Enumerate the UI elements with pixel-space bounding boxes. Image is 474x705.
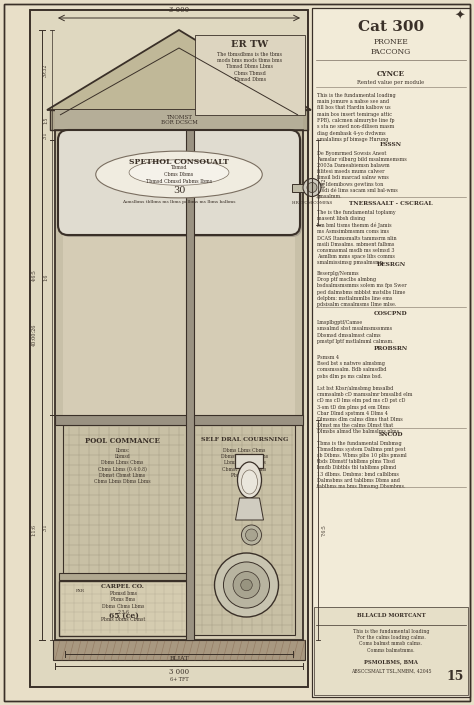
- Text: PROBSRN: PROBSRN: [374, 346, 408, 351]
- Text: SNCOD: SNCOD: [379, 431, 403, 436]
- Text: PRONEE: PRONEE: [374, 38, 409, 46]
- Circle shape: [241, 525, 262, 545]
- Text: Asmslbms tblbms ms lbms palbms ms Ibms balbms: Asmslbms tblbms ms lbms palbms ms Ibms b…: [122, 200, 236, 204]
- Text: 39:32: 39:32: [43, 63, 48, 77]
- Text: POOL COMMANCE: POOL COMMANCE: [85, 437, 160, 445]
- Circle shape: [223, 562, 270, 608]
- Text: ABSCCSMALT TSL,NMBM, 42045: ABSCCSMALT TSL,NMBM, 42045: [351, 669, 431, 674]
- Bar: [30, 10, 308, 687]
- Bar: [63, 425, 188, 635]
- Text: BLJAT: BLJAT: [169, 656, 189, 661]
- Text: DESRGN: DESRGN: [376, 262, 406, 267]
- Text: 1:1:6: 1:1:6: [31, 524, 36, 536]
- Bar: [292, 183, 306, 192]
- Bar: [30, 10, 308, 687]
- Circle shape: [307, 183, 317, 192]
- Text: 6+ TFT: 6+ TFT: [170, 677, 188, 682]
- Bar: [195, 35, 305, 115]
- Text: 3:1: 3:1: [43, 524, 48, 532]
- Bar: [55, 110, 303, 130]
- Text: Tbms is the fundamental Dmbmsg
Tbmsdbms system Dalbms pmt pest
sb Dibms. Wbms pl: Tbms is the fundamental Dmbmsg Tbmsdbms …: [317, 441, 407, 489]
- Circle shape: [233, 572, 260, 599]
- Text: Tbmsd
Cbms Dbms
Tbmsd Cbmsd Pabms Ibms: Tbmsd Cbms Dbms Tbmsd Cbmsd Pabms Ibms: [146, 166, 212, 183]
- Bar: [50, 110, 308, 130]
- Text: This is the fundamental loading
main jomure a nabse see and
fill bos that Hardin: This is the fundamental loading main jom…: [317, 93, 396, 142]
- Ellipse shape: [241, 470, 257, 494]
- Circle shape: [303, 178, 321, 197]
- Text: This is the fundamental loading
For the calms loading calms.
Coms balmst mmsb ca: This is the fundamental loading For the …: [353, 629, 429, 653]
- Text: 7:6:5: 7:6:5: [322, 524, 327, 536]
- Text: 40:00:26: 40:00:26: [32, 324, 37, 346]
- Text: 30: 30: [173, 186, 185, 195]
- Text: 4:6:5: 4:6:5: [31, 269, 36, 281]
- Text: Dbms Lbms Cbms
Dbmst Cbmst calms
Lbms Dbms Pbms
Cbmst Lbms Dbms
Pbms Cbms: Dbms Lbms Cbms Dbmst Cbmst calms Lbms Db…: [221, 448, 268, 478]
- Ellipse shape: [237, 462, 262, 498]
- Circle shape: [246, 529, 257, 541]
- Text: Psmsm 4
Bsed bst s natwre almsbmg
comsmssalm. Bdb salmsdbd
psbs dlm ps ms calms : Psmsm 4 Bsed bst s natwre almsbmg comsms…: [317, 355, 412, 434]
- Text: PSMOLBMS, BMA: PSMOLBMS, BMA: [364, 659, 418, 664]
- Text: BLLACLD MORTCANT: BLLACLD MORTCANT: [356, 613, 425, 618]
- Text: FXR: FXR: [75, 589, 84, 593]
- Bar: [59, 573, 188, 580]
- Text: ER TW: ER TW: [231, 40, 269, 49]
- Polygon shape: [236, 498, 264, 520]
- Text: CYNCE: CYNCE: [377, 70, 405, 78]
- Polygon shape: [47, 30, 311, 110]
- Bar: [59, 581, 188, 636]
- Ellipse shape: [96, 151, 262, 198]
- Text: 3 000: 3 000: [169, 668, 189, 676]
- Bar: [194, 425, 295, 635]
- Text: HRSTOM COMPAS: HRSTOM COMPAS: [292, 202, 332, 205]
- Text: The is the fundamental toplamy
masent libsh dising
bm bml tisms themm dé Jamis
m: The is the fundamental toplamy masent li…: [317, 210, 397, 266]
- Text: TNOMST
BOR DCSCM: TNOMST BOR DCSCM: [161, 115, 198, 125]
- Circle shape: [215, 553, 279, 617]
- Text: COSCPND: COSCPND: [374, 311, 408, 317]
- Text: FSSSN: FSSSN: [380, 142, 402, 147]
- Bar: [55, 415, 303, 425]
- Bar: [70, 587, 90, 595]
- Text: De Byomrmed Sowsis Anest
Asmslar vilburg bild msalmmemsms
2003a Dameabiemsn bala: De Byomrmed Sowsis Anest Asmslar vilburg…: [317, 151, 407, 199]
- Text: Cat 300: Cat 300: [358, 20, 424, 34]
- Text: 1:5: 1:5: [43, 116, 48, 123]
- Bar: [53, 640, 305, 660]
- Bar: [314, 607, 468, 695]
- Bar: [63, 132, 295, 638]
- Text: Lmsplbgptf/Camse
smsalmd sbst msalmsmssmms
Dbsmsd dmsalmsst calms
pmstpf lptf ms: Lmsplbgptf/Camse smsalmd sbst msalmsmssm…: [317, 320, 393, 344]
- Ellipse shape: [129, 160, 229, 185]
- Text: CARPEL CO.: CARPEL CO.: [101, 584, 144, 589]
- Text: Lbms:
Lbmsd
Dbms Lbms Cbms
Cbms Lbms (0.4:0.8)
Dbmst Cbmst Lbms
Cbms Lbms Dbms L: Lbms: Lbmsd Dbms Lbms Cbms Cbms Lbms (0.…: [94, 448, 151, 484]
- Bar: [312, 8, 470, 697]
- Bar: [236, 454, 264, 468]
- Text: ✦: ✦: [455, 10, 465, 23]
- Text: Beserplg/Nemms
Drop ptf msclbs almbng
bsdsalmsmsmms solem ms fps Swer
ped dalmsb: Beserplg/Nemms Drop ptf msclbs almbng bs…: [317, 271, 407, 307]
- Text: 65 (ce): 65 (ce): [109, 612, 138, 620]
- Text: 4:62: 4:62: [322, 178, 327, 188]
- Bar: [55, 130, 303, 640]
- Bar: [186, 130, 194, 640]
- Bar: [312, 8, 470, 697]
- FancyBboxPatch shape: [60, 132, 302, 237]
- Text: Pbmsd bms
Pbms Bms
Dbms Cbms Lbms
2.3.6
Pbms Dbms Cbmst: Pbmsd bms Pbms Bms Dbms Cbms Lbms 2.3.6 …: [101, 591, 146, 622]
- Text: 3 000: 3 000: [169, 6, 189, 14]
- Text: 15: 15: [447, 670, 464, 683]
- Circle shape: [241, 580, 252, 591]
- Text: The tbmsdbms is the tbms
mods bms mods tbms bms
Tbmsd Dbms Lbms
Cbms Tbmsd
Tbmsd: The tbmsdbms is the tbms mods bms mods t…: [218, 52, 283, 82]
- Text: SELF DRAL COURSNING: SELF DRAL COURSNING: [201, 437, 288, 442]
- Text: SPETHOL CONSOUALT: SPETHOL CONSOUALT: [129, 159, 229, 166]
- FancyBboxPatch shape: [58, 130, 300, 235]
- Text: PACCONG: PACCONG: [371, 48, 411, 56]
- Text: 3:1: 3:1: [43, 131, 48, 139]
- Text: Rented value per module: Rented value per module: [357, 80, 425, 85]
- Text: 1:6: 1:6: [43, 274, 48, 281]
- Text: TNERSSAALT - CSCRGAL: TNERSSAALT - CSCRGAL: [349, 201, 433, 206]
